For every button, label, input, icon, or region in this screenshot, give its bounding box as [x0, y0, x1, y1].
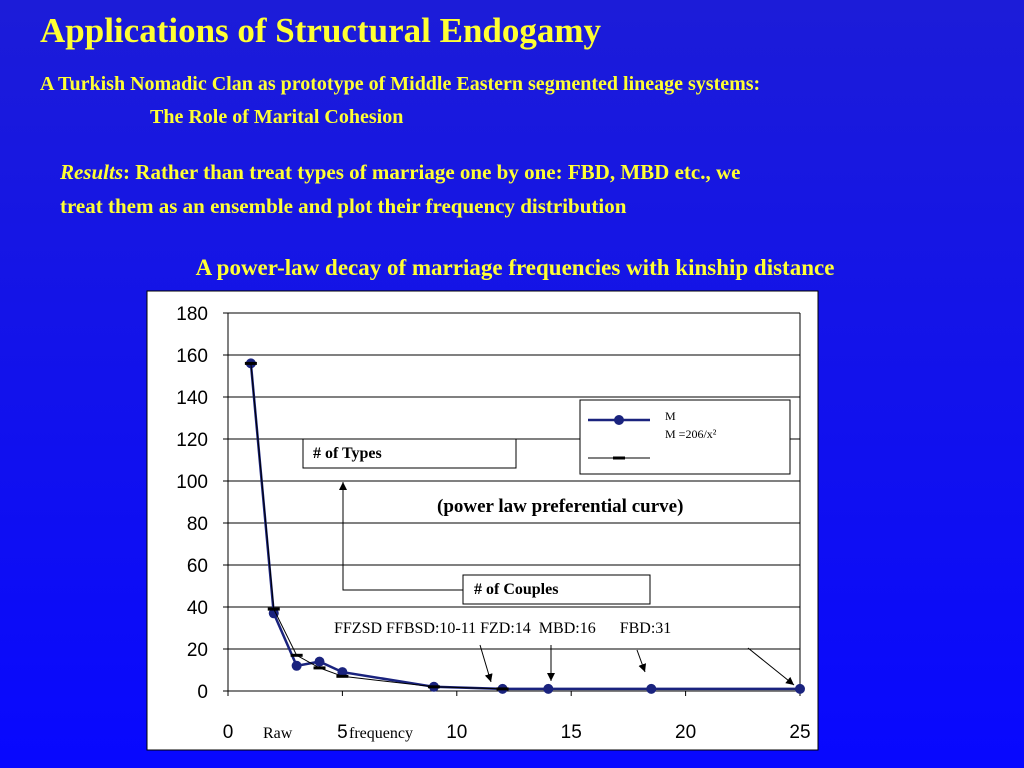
point: [290, 653, 303, 657]
point: [427, 685, 440, 689]
arrow: [479, 644, 493, 683]
legend-label: M: [665, 409, 676, 423]
x-tick-label: 10: [446, 722, 467, 743]
legend: [579, 399, 791, 475]
annotation: # of Couples: [474, 581, 558, 598]
chart-title: A power-law decay of marriage frequencie…: [196, 255, 835, 280]
y-tick-label: 20: [187, 640, 208, 661]
annotation: (power law preferential curve): [437, 496, 683, 517]
y-tick-label: 140: [176, 388, 208, 409]
x-tick-label: 20: [675, 722, 696, 743]
point: [244, 361, 257, 365]
annotation: FFZSD FFBSD:10-11 FZD:14 MBD:16 FBD:31: [334, 620, 671, 637]
annotation: # of Types: [313, 445, 382, 462]
y-tick-label: 40: [187, 598, 208, 619]
y-tick-label: 160: [176, 346, 208, 367]
point: [543, 683, 554, 694]
chart-area: [146, 290, 819, 751]
annotation-box: [302, 438, 517, 469]
point: [268, 608, 279, 619]
y-tick-label: 120: [176, 430, 208, 451]
arrow: [747, 647, 795, 686]
x-axis-label: frequency: [349, 725, 413, 742]
point: [795, 683, 805, 694]
point: [646, 683, 657, 694]
annotation-box: [462, 574, 651, 605]
results-line: treat them as an ensemble and plot their…: [60, 194, 627, 218]
x-tick-label: 15: [561, 722, 582, 743]
results-label: Results: [59, 160, 123, 184]
point: [313, 666, 326, 670]
point: [337, 667, 348, 678]
point: [496, 687, 509, 691]
y-tick-label: 100: [176, 472, 208, 493]
x-tick-label: 5: [337, 722, 348, 743]
point: [314, 656, 325, 667]
subtitle: The Role of Marital Cohesion: [150, 106, 403, 128]
series-line: [249, 363, 800, 691]
arrow: [339, 482, 463, 591]
subtitle: A Turkish Nomadic Clan as prototype of M…: [40, 73, 760, 95]
legend-marker: [613, 456, 625, 460]
legend-items: M M =206/x²: [588, 409, 717, 460]
point: [267, 607, 280, 611]
x-tick-label: 0: [223, 722, 234, 743]
x-tick-label: 25: [789, 722, 810, 743]
legend-marker: [614, 415, 624, 425]
point: [291, 660, 302, 671]
y-tick-label: 180: [176, 304, 208, 325]
y-tick-label: 0: [197, 682, 208, 703]
slide-title: Applications of Structural Endogamy: [40, 11, 602, 50]
legend-label: M =206/x²: [665, 427, 717, 441]
y-tick-label: 80: [187, 514, 208, 535]
results-text: Results: Rather than treat types of marr…: [59, 160, 740, 184]
results-line: : Rather than treat types of marriage on…: [123, 160, 740, 184]
point: [336, 674, 349, 678]
y-tick-label: 60: [187, 556, 208, 577]
x-axis-label: Raw: [263, 725, 293, 742]
arrow: [636, 649, 647, 673]
